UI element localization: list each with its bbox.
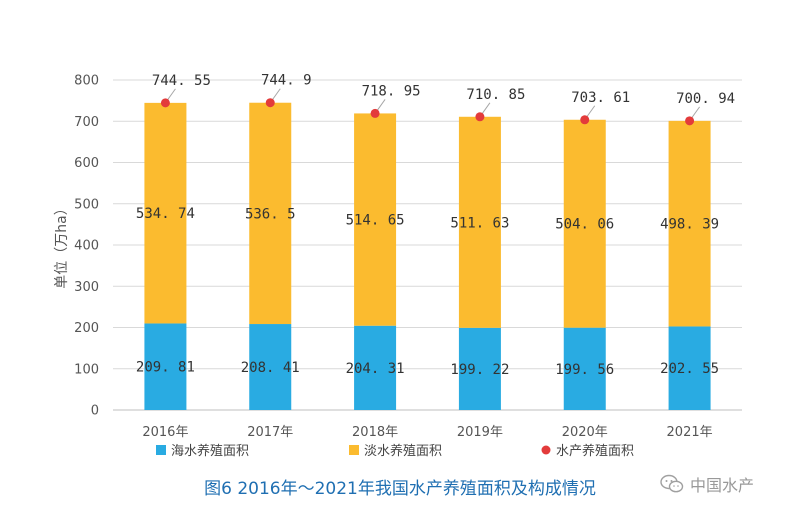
x-tick-label: 2017年 (247, 425, 293, 440)
watermark: 中国水产 (660, 472, 790, 496)
total-value-label: 744. 55 (152, 73, 211, 89)
bar-sea-area (249, 324, 292, 410)
y-tick-label: 100 (74, 362, 99, 377)
legend-swatch (349, 445, 359, 455)
bar-sea-area (144, 323, 187, 410)
total-area-point (265, 98, 275, 108)
y-axis-ticks: 0 100 200 300 400 500 600 700 800 (74, 74, 99, 419)
gridlines (113, 79, 742, 411)
bar-freshwater-area (458, 116, 501, 328)
x-tick-label: 2021年 (667, 425, 713, 440)
total-value-label: 718. 95 (362, 83, 421, 99)
freshwater-value-label: 536. 5 (245, 206, 296, 222)
total-area-point (580, 115, 590, 125)
total-value-label: 703. 61 (571, 90, 630, 106)
total-value-label: 700. 94 (676, 91, 735, 107)
chart: 0 100 200 300 400 500 600 700 800 209. 81 534. 74… (54, 73, 742, 459)
y-tick-label: 200 (74, 321, 99, 336)
y-tick-label: 800 (74, 74, 99, 89)
total-area-point (475, 112, 485, 122)
freshwater-value-label: 514. 65 (346, 213, 405, 229)
chart-caption: 图6 2016年～2021年我国水产养殖面积及构成情况 (204, 479, 596, 499)
sea-value-label: 202. 55 (660, 361, 719, 377)
freshwater-value-label: 504. 06 (555, 217, 614, 233)
y-tick-label: 0 (91, 404, 99, 419)
total-area-point (160, 98, 170, 108)
bar-sea-area (458, 327, 501, 410)
wechat-icon (660, 474, 684, 493)
bar-sea-area (354, 325, 397, 410)
x-axis-ticks: 2016年 2017年 2018年 2019年 2020年 2021年 (142, 425, 712, 440)
y-tick-label: 500 (74, 197, 99, 212)
y-tick-label: 600 (74, 156, 99, 171)
legend: 海水养殖面积 淡水养殖面积 水产养殖面积 (156, 443, 634, 459)
sea-value-label: 199. 22 (450, 362, 509, 378)
x-tick-label: 2020年 (562, 425, 608, 440)
watermark-text: 中国水产 (690, 476, 755, 495)
legend-swatch (156, 445, 166, 455)
freshwater-value-label: 534. 74 (136, 206, 195, 222)
legend-label: 海水养殖面积 (171, 443, 249, 459)
legend-label: 淡水养殖面积 (364, 443, 442, 459)
bar-sea-area (563, 327, 606, 410)
bar-freshwater-area (668, 120, 711, 327)
freshwater-value-label: 511. 63 (450, 215, 509, 231)
x-tick-label: 2019年 (457, 425, 503, 440)
bar-freshwater-area (354, 113, 397, 326)
bar-freshwater-area (249, 102, 292, 325)
sea-value-label: 208. 41 (241, 360, 300, 376)
y-tick-label: 400 (74, 239, 99, 254)
bar-sea-area (668, 326, 711, 410)
total-value-label: 710. 85 (466, 87, 525, 103)
x-tick-label: 2016年 (142, 425, 188, 440)
x-tick-label: 2018年 (352, 425, 398, 440)
bar-freshwater-area (563, 119, 606, 328)
y-axis-label: 单位（万ha） (54, 201, 70, 288)
legend-label: 水产养殖面积 (556, 443, 634, 459)
sea-value-label: 199. 56 (555, 362, 614, 378)
freshwater-value-label: 498. 39 (660, 217, 719, 233)
sea-value-label: 209. 81 (136, 360, 195, 376)
legend-marker-total (541, 445, 551, 455)
y-tick-label: 700 (74, 115, 99, 130)
bars: 209. 81 534. 74 744. 55 208. 41 536. 5 744. 9… (136, 73, 735, 410)
bar-freshwater-area (144, 102, 187, 324)
y-tick-label: 300 (74, 280, 99, 295)
sea-value-label: 204. 31 (346, 361, 405, 377)
total-value-label: 744. 9 (261, 73, 312, 89)
total-area-point (685, 116, 695, 126)
total-area-point (370, 108, 380, 118)
